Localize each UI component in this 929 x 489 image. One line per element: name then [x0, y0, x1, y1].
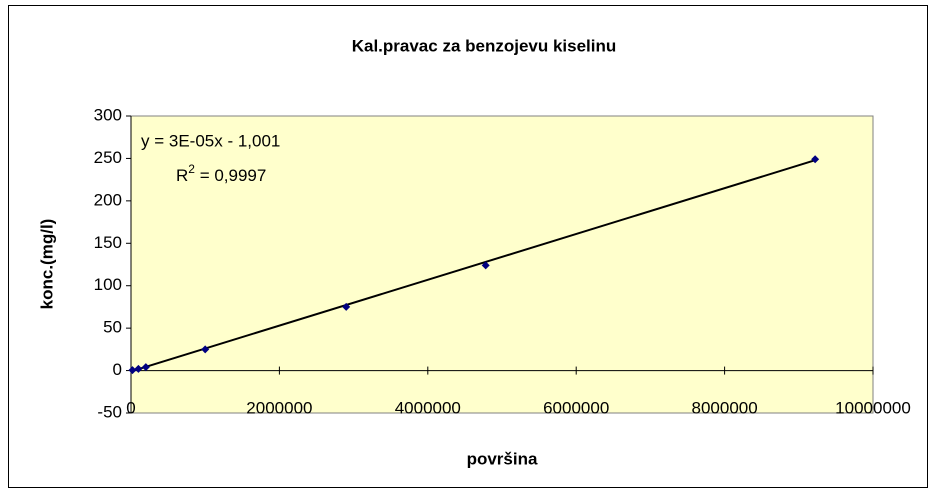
x-tick-label: 10000000	[835, 398, 911, 417]
data-point	[128, 366, 137, 375]
y-axis-title: konc.(mg/l)	[37, 219, 56, 310]
y-tick-label: 250	[94, 148, 122, 167]
r2-rest: = 0,9997	[195, 166, 266, 185]
x-tick-label: 2000000	[246, 398, 312, 417]
r2-text: R	[176, 166, 188, 185]
data-point	[141, 363, 150, 372]
r2-sup: 2	[188, 162, 195, 176]
x-tick-label: 8000000	[692, 398, 758, 417]
r2-label: R2 = 0,9997	[176, 162, 266, 185]
y-tick-label: 200	[94, 190, 122, 209]
data-point	[811, 155, 820, 164]
y-tick-label: -50	[97, 402, 122, 421]
data-point	[201, 345, 210, 354]
x-tick-label: 6000000	[543, 398, 609, 417]
equation-label: y = 3E-05x - 1,001	[141, 131, 280, 150]
x-tick-label: 4000000	[395, 398, 461, 417]
data-point	[134, 364, 143, 373]
y-tick-label: 100	[94, 275, 122, 294]
y-tick-label: 50	[103, 318, 122, 337]
plot-area	[130, 115, 874, 414]
x-tick-label: 0	[126, 398, 135, 417]
y-tick-label: 150	[94, 233, 122, 252]
x-axis-title: površina	[467, 449, 538, 468]
data-point	[342, 302, 351, 311]
y-tick-label: 300	[94, 105, 122, 124]
chart-title: Kal.pravac za benzojevu kiselinu	[352, 36, 617, 55]
y-tick-label: 0	[113, 360, 122, 379]
data-point	[481, 261, 490, 270]
trendline	[130, 159, 816, 373]
